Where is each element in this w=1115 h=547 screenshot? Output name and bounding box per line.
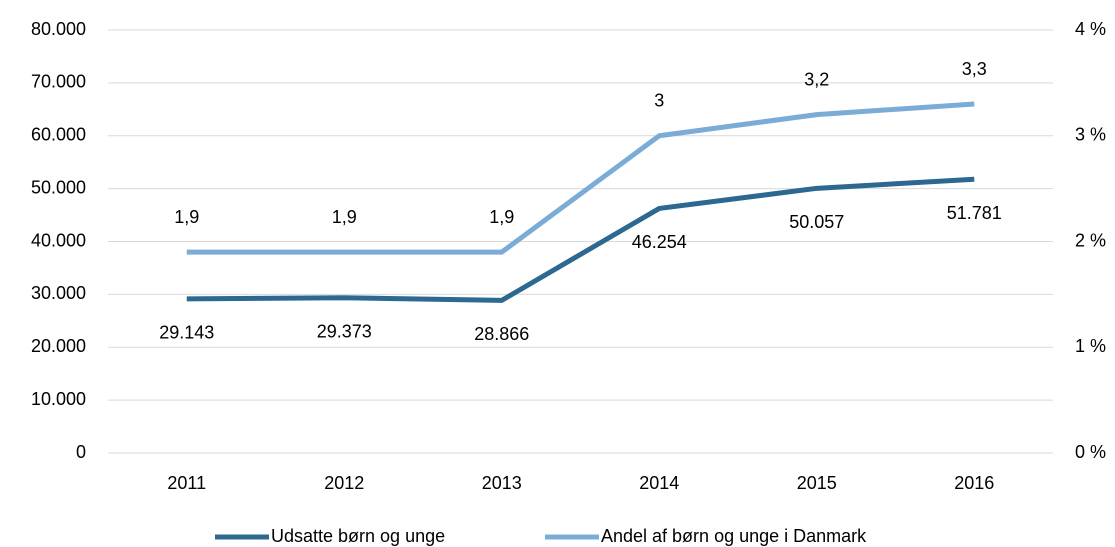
legend-label: Udsatte børn og unge (271, 526, 445, 546)
data-label: 1,9 (489, 207, 514, 227)
x-tick-label: 2015 (797, 473, 837, 493)
y2-tick-label: 4 % (1075, 19, 1106, 39)
data-label: 29.373 (317, 321, 372, 341)
y-tick-label: 40.000 (31, 230, 86, 250)
data-label: 28.866 (474, 324, 529, 344)
data-label: 3,2 (804, 69, 829, 89)
x-tick-label: 2014 (639, 473, 679, 493)
data-label: 29.143 (159, 323, 214, 343)
data-label: 50.057 (789, 212, 844, 232)
y2-tick-label: 2 % (1075, 230, 1106, 250)
y-tick-label: 50.000 (31, 177, 86, 197)
y-tick-label: 80.000 (31, 19, 86, 39)
y-tick-label: 60.000 (31, 125, 86, 145)
legend-label: Andel af børn og unge i Danmark (601, 526, 867, 546)
series-line (186, 176, 975, 303)
data-label: 3 (654, 91, 664, 111)
y2-tick-label: 1 % (1075, 336, 1106, 356)
data-label: 3,3 (962, 59, 987, 79)
y-tick-label: 70.000 (31, 72, 86, 92)
y2-tick-label: 3 % (1075, 125, 1106, 145)
y-tick-label: 0 (76, 442, 86, 462)
y-tick-label: 20.000 (31, 336, 86, 356)
x-tick-label: 2011 (167, 473, 206, 493)
x-tick-label: 2013 (482, 473, 522, 493)
x-tick-label: 2012 (324, 473, 364, 493)
data-label: 46.254 (632, 232, 687, 252)
y2-tick-label: 0 % (1075, 442, 1106, 462)
data-label: 1,9 (332, 207, 357, 227)
series-line (186, 101, 975, 255)
data-label: 1,9 (174, 207, 199, 227)
y-tick-label: 10.000 (31, 389, 86, 409)
data-label: 51.781 (947, 203, 1002, 223)
y-tick-label: 30.000 (31, 283, 86, 303)
x-tick-label: 2016 (954, 473, 994, 493)
